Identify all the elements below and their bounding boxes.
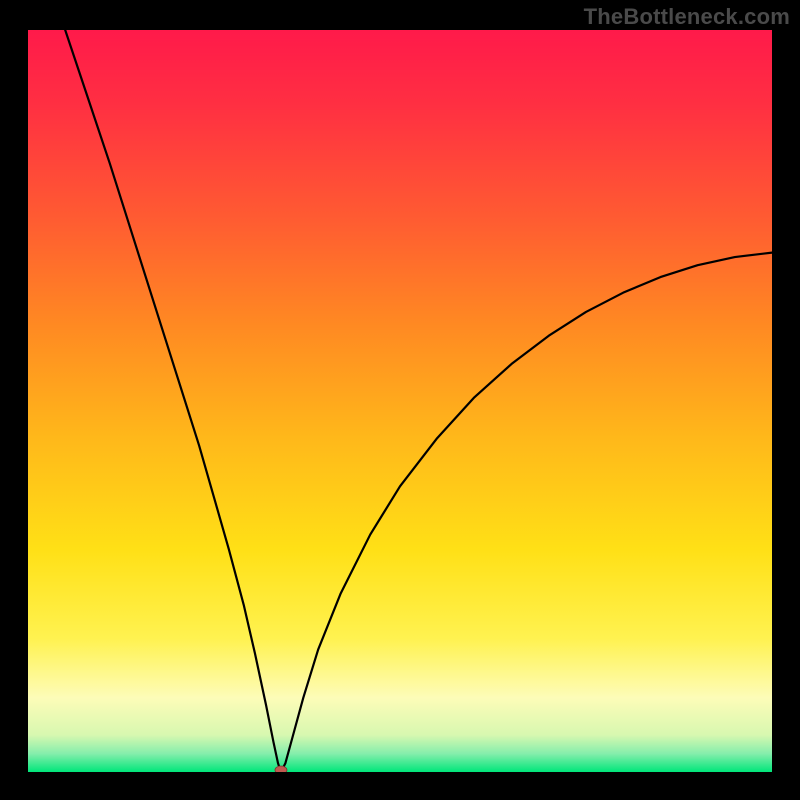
gradient-background bbox=[28, 30, 772, 772]
chart-container: TheBottleneck.com bbox=[0, 0, 800, 800]
bottleneck-chart bbox=[0, 0, 800, 800]
watermark-text: TheBottleneck.com bbox=[584, 4, 790, 30]
plot-area bbox=[28, 30, 772, 774]
